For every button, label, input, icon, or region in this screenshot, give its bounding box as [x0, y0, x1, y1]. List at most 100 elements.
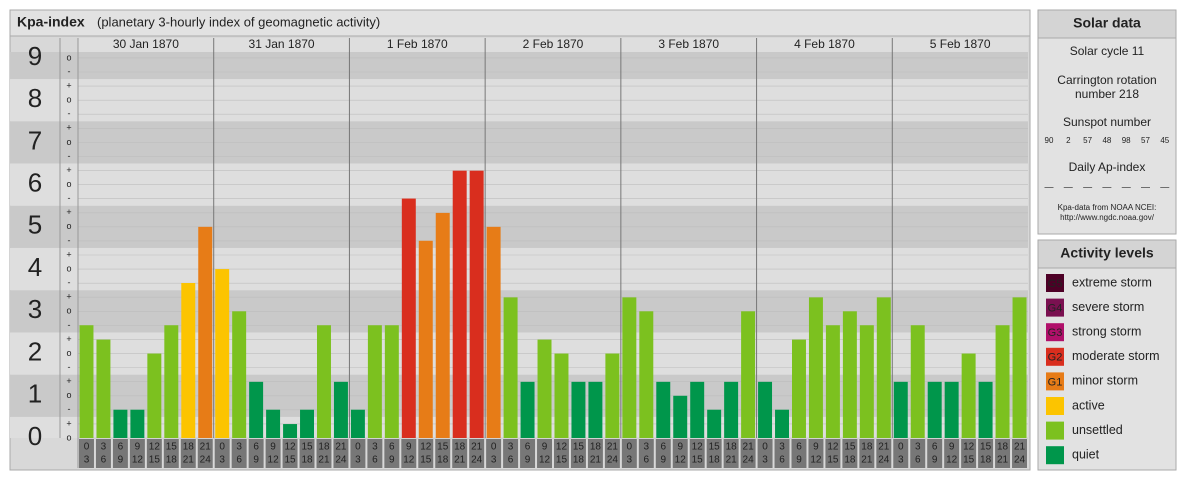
- hour-label: 21: [997, 455, 1009, 466]
- bar: [469, 170, 484, 439]
- hour-cell: [435, 439, 451, 468]
- minor-tick-label: o: [66, 95, 71, 105]
- hour-label: 12: [132, 455, 144, 466]
- hour-label: 15: [844, 442, 856, 453]
- bar: [673, 395, 688, 438]
- activity-title: Activity levels: [1060, 245, 1154, 261]
- hour-label: 15: [556, 455, 568, 466]
- bar: [317, 325, 331, 438]
- hour-cell: [401, 439, 417, 468]
- minor-tick-label: -: [68, 66, 71, 76]
- hour-label: 3: [491, 455, 497, 466]
- legend-swatch: [1046, 298, 1064, 317]
- bar: [656, 381, 671, 438]
- date-label: 2 Feb 1870: [523, 37, 584, 51]
- hour-label: 3: [644, 442, 650, 453]
- hour-label: 3: [762, 455, 768, 466]
- legend-code: G4: [1048, 303, 1063, 315]
- ap-value: —: [1141, 181, 1150, 191]
- ap-value: —: [1064, 181, 1073, 191]
- hour-cell: [265, 439, 281, 468]
- hour-label: 9: [525, 455, 531, 466]
- hour-label: 15: [963, 455, 975, 466]
- bar: [1012, 297, 1027, 438]
- bar: [147, 353, 162, 438]
- bar: [707, 409, 722, 438]
- hour-cell: [706, 439, 722, 468]
- bar: [588, 381, 603, 438]
- hour-label: 6: [915, 455, 921, 466]
- hour-label: 12: [556, 442, 568, 453]
- y-tick-label: 6: [28, 167, 42, 197]
- hour-cell: [163, 439, 179, 468]
- minor-tick-label: -: [68, 193, 71, 203]
- hour-label: 12: [963, 442, 975, 453]
- hour-label: 9: [389, 455, 395, 466]
- hour-label: 9: [135, 442, 141, 453]
- hour-cell: [112, 439, 128, 468]
- hour-label: 6: [932, 442, 938, 453]
- y-tick-label: 3: [28, 294, 42, 324]
- bar: [876, 297, 891, 438]
- carrington: Carrington rotation: [1057, 73, 1156, 87]
- bar: [130, 409, 145, 438]
- hour-label: 9: [677, 442, 683, 453]
- legend-label: minor storm: [1072, 374, 1138, 388]
- bar: [333, 381, 348, 438]
- hour-label: 21: [1014, 442, 1026, 453]
- hour-cell: [876, 439, 892, 468]
- hour-label: 3: [779, 442, 785, 453]
- hour-cell: [604, 439, 620, 468]
- hour-label: 21: [861, 455, 873, 466]
- legend-code: G1: [1048, 376, 1063, 388]
- bar: [435, 212, 450, 438]
- hour-label: 6: [372, 455, 378, 466]
- legend-label: active: [1072, 398, 1105, 412]
- hour-label: 18: [726, 442, 738, 453]
- hour-cell: [367, 439, 383, 468]
- hour-label: 9: [660, 455, 666, 466]
- hour-label: 9: [270, 442, 276, 453]
- legend-label: moderate storm: [1072, 349, 1160, 363]
- hour-label: 21: [607, 442, 619, 453]
- hour-label: 9: [253, 455, 259, 466]
- hour-label: 6: [389, 442, 395, 453]
- hour-cell: [146, 439, 162, 468]
- y-tick-label: 7: [28, 125, 42, 155]
- hour-label: 3: [898, 455, 904, 466]
- hour-label: 3: [372, 442, 378, 453]
- hour-label: 18: [454, 442, 466, 453]
- bar: [944, 381, 959, 438]
- y-tick-label: 5: [28, 210, 42, 240]
- hour-label: 15: [420, 455, 432, 466]
- hour-label: 15: [573, 442, 585, 453]
- hour-label: 12: [675, 455, 687, 466]
- bar: [249, 381, 264, 438]
- bar: [758, 381, 773, 438]
- hour-cell: [808, 439, 824, 468]
- bar: [215, 269, 230, 438]
- hour-label: 6: [236, 455, 242, 466]
- ap-value: —: [1045, 181, 1054, 191]
- hour-cell: [95, 439, 111, 468]
- hour-label: 6: [101, 455, 107, 466]
- hour-label: 6: [796, 442, 802, 453]
- hour-label: 0: [491, 442, 497, 453]
- ap-value: —: [1083, 181, 1092, 191]
- hour-label: 0: [627, 442, 633, 453]
- hour-label: 18: [590, 442, 602, 453]
- hour-cell: [978, 439, 994, 468]
- legend-code: G3: [1048, 327, 1063, 339]
- solar-title-bar: [1037, 9, 1177, 39]
- date-label: 4 Feb 1870: [794, 37, 855, 51]
- hour-label: 3: [236, 442, 242, 453]
- legend-swatch: [1046, 323, 1064, 342]
- hour-label: 6: [508, 455, 514, 466]
- hour-label: 24: [743, 455, 755, 466]
- hour-label: 6: [779, 455, 785, 466]
- hour-label: 18: [861, 442, 873, 453]
- hour-cell: [299, 439, 315, 468]
- hour-label: 6: [253, 442, 259, 453]
- bar: [808, 297, 823, 438]
- hour-label: 12: [827, 442, 839, 453]
